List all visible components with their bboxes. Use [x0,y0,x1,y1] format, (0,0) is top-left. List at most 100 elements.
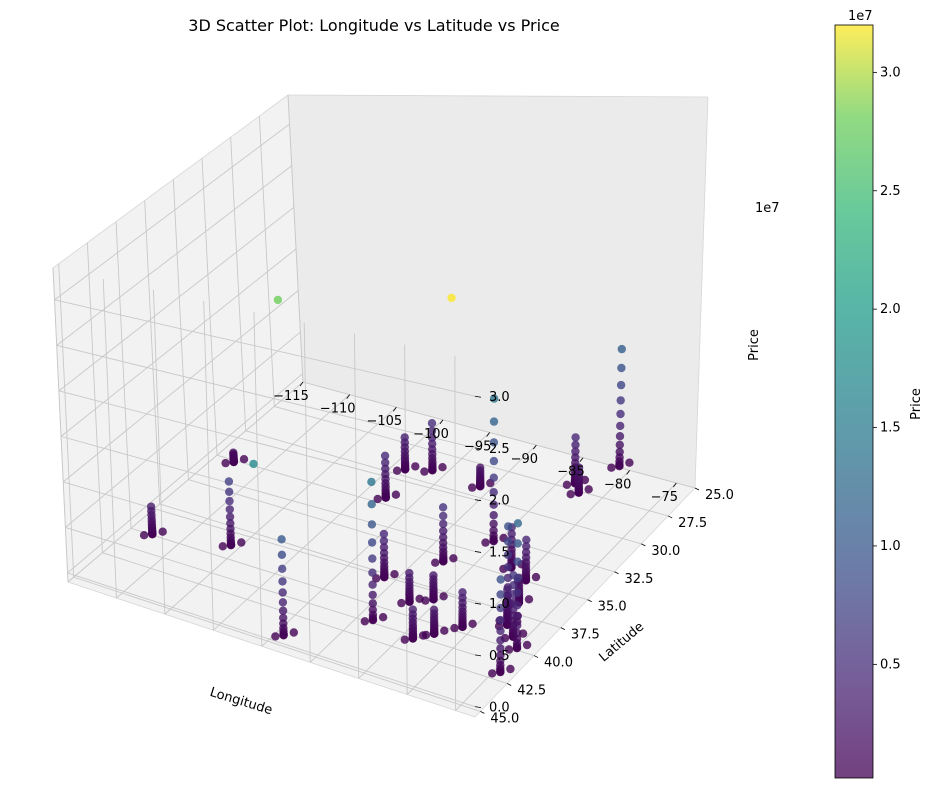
scatter-point [489,473,498,482]
x-tick-label: −110 [320,402,356,417]
scatter-point [522,542,531,551]
scatter-point [421,630,431,640]
scatter-point [278,598,288,607]
scatter-point [392,466,402,475]
scatter-point [489,438,499,447]
scatter-point [420,467,429,476]
z-axis-offset-label: 1e7 [755,201,780,216]
grid-line [115,221,132,529]
scatter-point [571,453,580,462]
scatter-point [378,613,388,622]
scatter-point [429,605,439,614]
scatter-point [562,480,572,489]
scatter-point [521,548,531,557]
grid-line [73,576,481,712]
grid-line [62,290,299,483]
scatter-point [512,634,522,644]
scatter-point [512,628,522,638]
scatter-point [571,433,580,442]
scatter-point [278,588,287,597]
grid-line [58,206,295,392]
scatter-point [458,588,467,597]
pane-edge [52,94,289,269]
z-tick-label: 1.0 [489,597,510,612]
x-tick-mark [673,482,677,488]
grid-line [253,311,263,647]
scatter-point [438,503,448,512]
y-tick-label: 42.5 [517,683,546,698]
scatter-point [509,581,518,590]
scatter-point [367,500,376,509]
scatter-point [489,519,498,528]
grid-line [130,527,535,656]
scatter-point [584,485,593,494]
scatter-point [400,433,409,442]
grid-line [144,200,161,504]
scatter-point [616,396,625,405]
scatter-point [278,606,288,615]
z-tick-mark [474,499,482,502]
scatter-point [368,590,377,600]
colorbar-tick-label: 2.0 [880,302,901,317]
grid-line [52,267,69,583]
grid-line [86,242,103,553]
y-tick-mark [560,627,566,630]
scatter-point [439,592,448,601]
grid-line [54,123,290,301]
z-tick-label: 3.0 [489,390,510,405]
colorbar-tick-label: 2.5 [880,184,901,199]
scatter-point [504,522,513,531]
grid-line [54,299,476,397]
scatter-point [513,557,522,566]
scatter-point [522,535,531,544]
grid-line [56,165,292,346]
scatter-point [146,502,156,511]
scatter-point [237,538,246,547]
scatter-point [513,588,522,597]
scatter-point [496,575,505,584]
scatter-point [429,571,438,580]
scatter-point [400,635,409,644]
scatter-point [496,615,505,625]
back-pane [288,95,708,488]
colorbar [834,24,874,779]
scatter-point [439,519,448,529]
scatter-point [381,458,390,467]
scatter-point [522,640,532,650]
z-axis-label: Price [747,329,762,361]
scatter-point [427,433,437,442]
scatter-point [615,440,624,449]
grid-line [358,457,584,679]
scatter-point [367,538,377,547]
colorbar-ticks: 0.5 1.0 1.5 2.0 2.5 3.0 [873,65,901,672]
axes-panes [52,94,709,718]
grid-line [303,322,311,663]
scatter-point [411,462,420,471]
z-tick-label: 0.0 [489,701,510,716]
z-tick-label: 0.5 [489,649,510,664]
grid-line [65,331,301,528]
y-tick-label: 27.5 [678,516,707,531]
chart-title: 3D Scatter Plot: Longitude vs Latitude v… [188,16,559,35]
scatter-point [440,626,449,635]
grid-line [164,406,397,615]
x-axis-label: Longitude [208,685,274,718]
scatter-point [503,585,512,594]
scatter-point [506,664,515,674]
z-tick-label: 2.5 [489,442,510,457]
scatter-point [381,464,390,473]
grid-line [230,137,247,431]
y-tick-label: 32.5 [625,572,654,587]
scatter-point [279,619,288,628]
y-tick-label: 25.0 [705,488,734,503]
colorbar-tick-label: 3.0 [880,65,901,80]
scatter-point [368,568,377,577]
scatter-point [496,651,505,660]
scatter-point [489,456,499,466]
scatter-point [225,487,234,496]
grid-lines [52,94,696,712]
scatter-point [513,601,522,610]
scatter-point [496,626,505,636]
scatter-point [427,426,437,435]
